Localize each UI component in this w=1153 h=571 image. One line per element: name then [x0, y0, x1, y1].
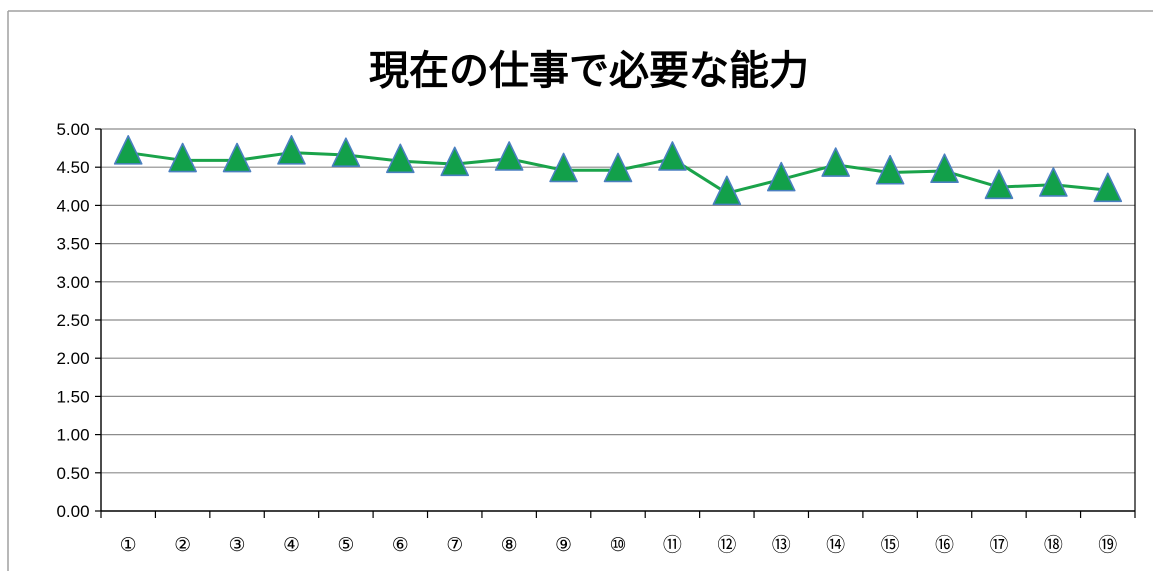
y-tick-label: 0.50	[56, 464, 89, 483]
data-point-marker	[113, 135, 143, 165]
x-tick-label: ③	[229, 534, 246, 556]
y-tick-label: 4.50	[56, 158, 89, 177]
data-point-marker	[1039, 167, 1068, 197]
y-tick-label: 1.00	[56, 426, 89, 445]
chart-title: 現在の仕事で必要な能力	[369, 48, 809, 94]
series-group	[113, 135, 1123, 206]
y-tick-label: 4.00	[56, 196, 89, 215]
x-tick-label: ⑤	[337, 534, 354, 556]
data-point-marker	[549, 152, 578, 183]
y-tick-labels: 0.00 0.50 1.00 1.50 2.00 2.50 3.00 3.50 4.00 4.50…	[56, 120, 89, 521]
x-tick-label: ⑧	[501, 534, 518, 556]
data-point-marker	[440, 146, 470, 177]
x-tick-label: ②	[174, 534, 191, 556]
data-point-marker	[712, 175, 742, 206]
x-tick-label: ⑱	[1044, 534, 1063, 556]
data-point-marker	[658, 141, 687, 171]
x-tick-label: ⑪	[663, 534, 682, 556]
y-tick-label: 2.50	[56, 311, 89, 330]
x-tick-label: ⑥	[392, 534, 409, 556]
grid-lines	[101, 128, 1135, 474]
x-tick-label: ⑩	[609, 534, 626, 556]
x-tick-labels: ① ② ③ ④ ⑤ ⑥ ⑦ ⑧ ⑨ ⑩ ⑪ ⑫ ⑬ ⑭ ⑮ ⑯ ⑰ ⑱ ⑲	[120, 534, 1118, 556]
data-point-marker	[168, 142, 197, 173]
x-tick-label: ⑦	[446, 534, 463, 556]
x-tick-label: ⑨	[555, 534, 572, 556]
x-tick-label: ⑭	[826, 534, 845, 556]
data-point-marker	[277, 135, 306, 165]
y-tick-label: 3.50	[56, 235, 89, 254]
y-tick-label: 3.00	[56, 273, 89, 292]
axes	[95, 128, 1136, 518]
y-tick-label: 1.50	[56, 387, 89, 406]
x-tick-label: ⑬	[772, 534, 791, 556]
x-tick-label: ⑮	[881, 534, 900, 556]
y-tick-label: 5.00	[56, 120, 89, 139]
data-point-marker	[930, 153, 959, 184]
data-point-marker	[386, 143, 415, 174]
data-point-marker	[821, 147, 850, 177]
y-tick-label: 2.00	[56, 349, 89, 368]
x-tick-label: ⑲	[1098, 534, 1117, 556]
data-point-marker	[603, 152, 633, 183]
data-point-marker	[331, 137, 361, 167]
data-point-marker	[984, 169, 1014, 200]
data-point-marker	[1093, 172, 1123, 203]
data-point-marker	[222, 142, 252, 173]
data-point-marker	[875, 154, 905, 185]
y-tick-label: 0.00	[56, 502, 89, 521]
x-tick-label: ④	[283, 534, 300, 556]
data-point-marker	[766, 161, 796, 192]
data-point-marker	[494, 141, 524, 171]
x-tick-label: ⑯	[935, 534, 954, 556]
x-tick-label: ①	[120, 534, 137, 556]
x-tick-label: ⑫	[717, 534, 736, 556]
x-tick-label: ⑰	[989, 534, 1008, 556]
